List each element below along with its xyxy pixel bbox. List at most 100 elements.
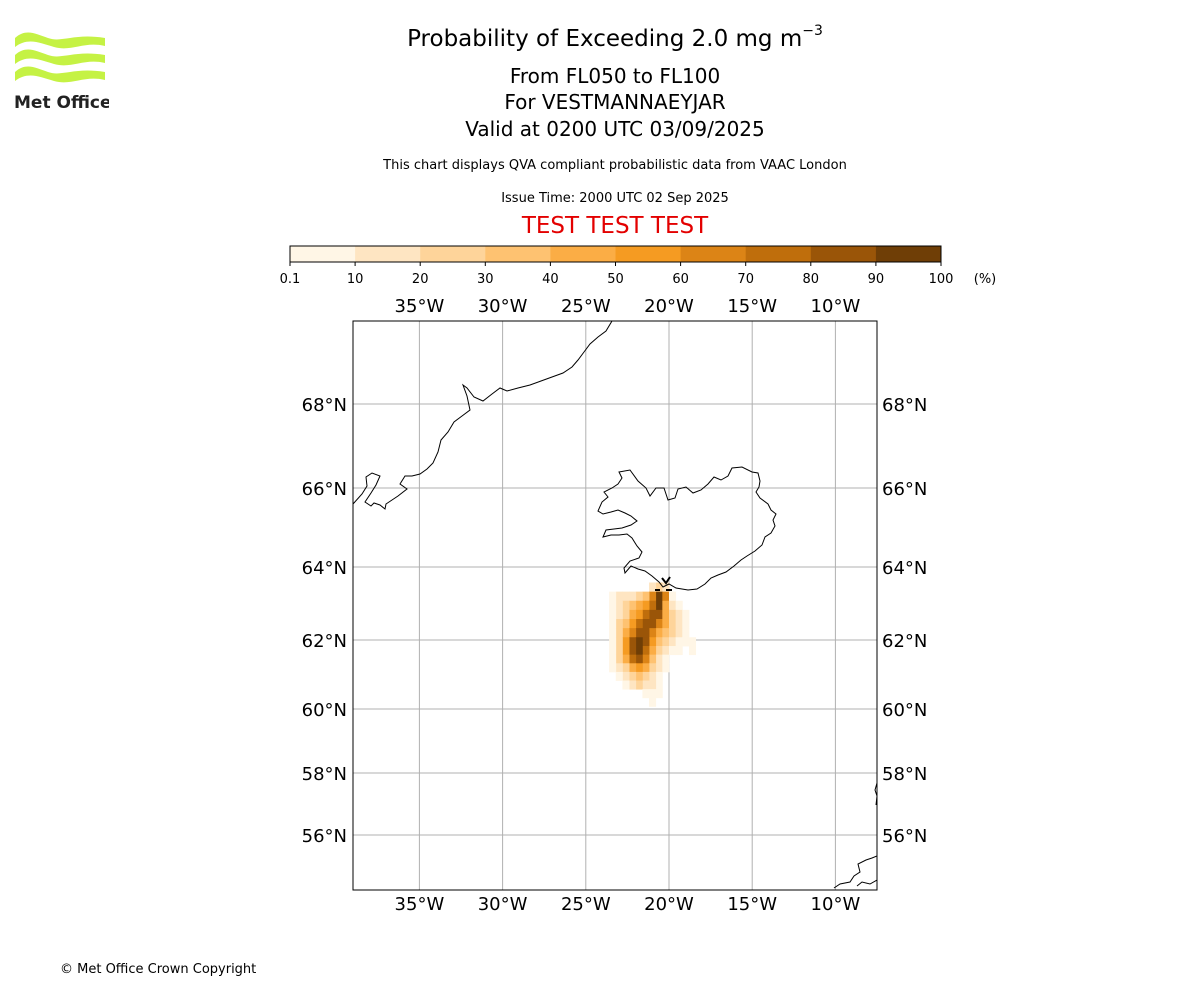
logo-waves-icon: [15, 32, 105, 83]
plume-cell: [649, 646, 657, 656]
colorbar-tick-label: 40: [542, 272, 559, 287]
colorbar-unit: (%): [974, 272, 997, 287]
colorbar-tick-label: 100: [929, 272, 954, 287]
colorbar-segment: [550, 246, 616, 262]
plume-cell: [629, 671, 637, 681]
plume-cell: [629, 619, 637, 629]
plume-cell: [655, 591, 663, 602]
title-exponent: −3: [802, 23, 823, 39]
plume-cell: [635, 591, 643, 602]
lon-label-top: 15°W: [727, 296, 777, 317]
plume-cell: [682, 628, 690, 638]
plume-cell: [629, 628, 637, 638]
plume-cell: [629, 663, 637, 673]
plume-cell: [649, 654, 657, 664]
lon-label-top: 35°W: [395, 296, 445, 317]
plume-cell: [642, 591, 650, 602]
plume-cell: [609, 591, 617, 602]
plume-cell: [669, 646, 677, 656]
plume-cell: [655, 689, 663, 699]
lon-label-bottom: 30°W: [478, 894, 528, 915]
plume-cell: [655, 600, 663, 611]
plume-cell: [615, 600, 623, 611]
plume-cell: [655, 654, 663, 664]
plume-cell: [609, 619, 617, 629]
plume-cell: [662, 600, 670, 611]
lat-label-right: 66°N: [882, 479, 927, 500]
lon-label-bottom: 15°W: [727, 894, 777, 915]
colorbar-segment: [290, 246, 356, 262]
iceland-coastline: [597, 466, 777, 591]
colorbar-segment: [745, 246, 812, 262]
plume-cell: [642, 663, 650, 673]
plume-cell: [629, 591, 637, 602]
plume-cell: [622, 671, 630, 681]
colorbar-segment: [420, 246, 486, 262]
valid-time: Valid at 0200 UTC 03/09/2025: [465, 117, 765, 141]
plume-cell: [669, 609, 677, 620]
colorbar-segment: [810, 246, 877, 262]
plume-cell: [622, 663, 630, 673]
plume-cell: [642, 671, 650, 681]
plume-cell: [649, 637, 657, 647]
plume-cell: [635, 646, 643, 656]
lon-label-top: 25°W: [561, 296, 611, 317]
lon-label-bottom: 10°W: [811, 894, 861, 915]
colorbar: 0.1 10 20 30 40 50 60 70 80 90 100 (%): [280, 245, 997, 287]
plume-cell: [635, 628, 643, 638]
plume-cell: [655, 628, 663, 638]
lon-label-top: 10°W: [811, 296, 861, 317]
plume-cell: [609, 609, 617, 620]
plume-cell: [615, 663, 623, 673]
plume-cell: [609, 646, 617, 656]
lat-label-right: 56°N: [882, 826, 927, 847]
coastlines: [353, 321, 877, 889]
plume-cell: [629, 680, 637, 690]
plume-cell: [649, 628, 657, 638]
plume-cell: [615, 646, 623, 656]
plume-cell: [655, 609, 663, 620]
colorbar-segment: [355, 246, 421, 262]
plume-cell: [649, 680, 657, 690]
plume-cell: [635, 663, 643, 673]
plume-cell: [642, 689, 650, 699]
plume-cell: [615, 619, 623, 629]
colorbar-tick-label: 20: [412, 272, 429, 287]
location-title: For VESTMANNAEYJAR: [504, 90, 726, 114]
lat-label-right: 60°N: [882, 700, 927, 721]
map-area: 35°W 35°W 30°W 30°W 25°W 25°W 20°W 20°W 15°W 15°W…: [302, 296, 928, 915]
plume-cell: [622, 637, 630, 647]
plume-cell: [669, 628, 677, 638]
plume-cell: [662, 646, 670, 656]
plume-cell: [609, 600, 617, 611]
plume-cell: [609, 654, 617, 664]
plume-cell: [609, 663, 617, 673]
plume-cell: [688, 646, 697, 656]
plume-cell: [655, 637, 663, 647]
plume-cell: [675, 609, 683, 620]
chart-title: Probability of Exceeding 2.0 mg m−3: [0, 23, 1200, 52]
plume-cell: [609, 628, 617, 638]
plume-cell: [615, 637, 623, 647]
lat-label-left: 56°N: [302, 826, 347, 847]
plume-cell: [642, 600, 650, 611]
plume-cell: [642, 646, 650, 656]
lat-label-right: 64°N: [882, 558, 927, 579]
logo-wordmark: Met Office: [14, 93, 109, 112]
colorbar-tick-label: 70: [737, 272, 754, 287]
issue-time: Issue Time: 2000 UTC 02 Sep 2025: [501, 191, 729, 206]
plume-cell: [615, 671, 623, 681]
title-prefix: Probability of Exceeding 2.0 mg m: [407, 26, 803, 52]
plume-cell: [609, 637, 617, 647]
lat-label-left: 58°N: [302, 764, 347, 785]
plume-cell: [682, 619, 690, 629]
plume-cell: [655, 671, 663, 681]
scotland-coastline: [833, 855, 877, 889]
test-banner: TEST TEST TEST: [521, 213, 709, 239]
gridlines: [353, 321, 877, 890]
axis-labels: 35°W 35°W 30°W 30°W 25°W 25°W 20°W 20°W 15°W 15°W…: [302, 296, 928, 915]
plume-cell: [662, 663, 670, 673]
plume-cell: [622, 654, 630, 664]
plume-cell: [635, 600, 643, 611]
plume-cell: [649, 600, 657, 611]
